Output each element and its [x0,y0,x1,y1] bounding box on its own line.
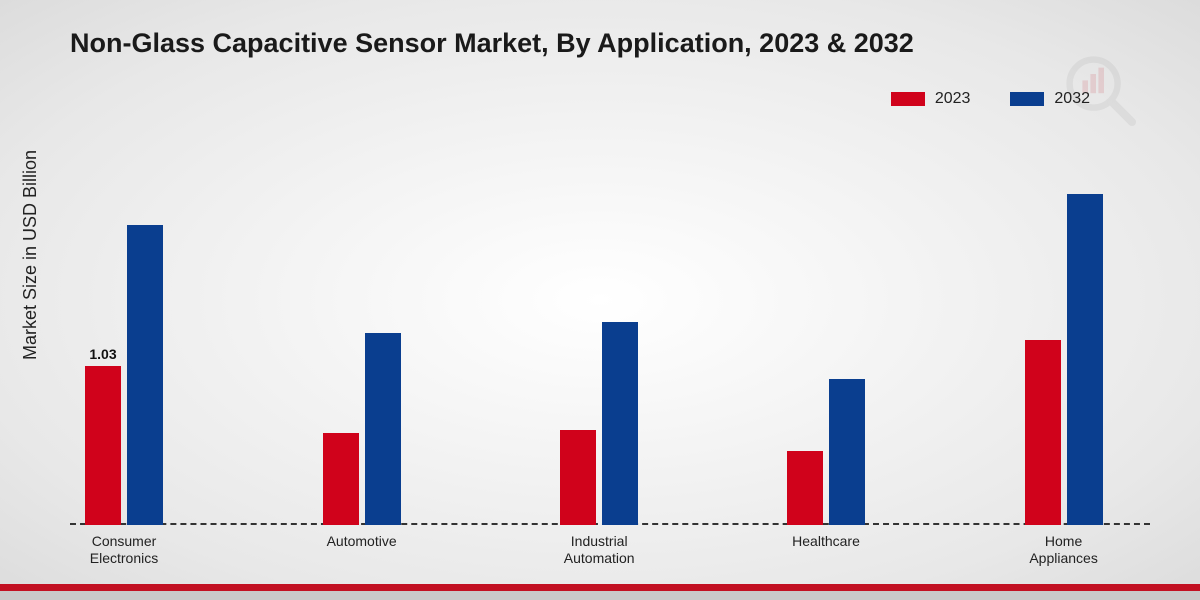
bar-2032 [365,333,401,526]
value-label: 1.03 [89,346,116,362]
bar-2032 [602,322,638,525]
legend: 2023 2032 [891,90,1090,108]
legend-item-2023: 2023 [891,90,971,108]
category-label: Home Appliances [1029,533,1098,567]
legend-label-2032: 2032 [1054,90,1090,108]
bar-2023 [560,430,596,525]
plot-area: Consumer Electronics Automotive Industrial… [70,140,1150,525]
category-label: Automotive [327,533,397,550]
category-label: Consumer Electronics [90,533,158,567]
category-label: Healthcare [792,533,860,550]
bar-2023 [323,433,359,525]
bar-group: Automotive [323,333,401,526]
bar-group: Home Appliances [1025,194,1103,525]
bar-2032 [829,379,865,525]
legend-swatch-2032 [1010,92,1044,106]
chart-title: Non-Glass Capacitive Sensor Market, By A… [70,28,914,59]
legend-swatch-2023 [891,92,925,106]
bar-2023 [1025,340,1061,525]
chart-container: Non-Glass Capacitive Sensor Market, By A… [0,0,1200,600]
bar-2023 [787,451,823,525]
y-axis-label: Market Size in USD Billion [20,150,41,360]
legend-label-2023: 2023 [935,90,971,108]
bar-group: Consumer Electronics [85,225,163,525]
bar-2032 [1067,194,1103,525]
bar-2023 [85,366,121,525]
bar-group: Industrial Automation [560,322,638,525]
category-label: Industrial Automation [564,533,635,567]
legend-item-2032: 2032 [1010,90,1090,108]
footer-stripe [0,584,1200,600]
bar-group: Healthcare [787,379,865,525]
bar-2032 [127,225,163,525]
